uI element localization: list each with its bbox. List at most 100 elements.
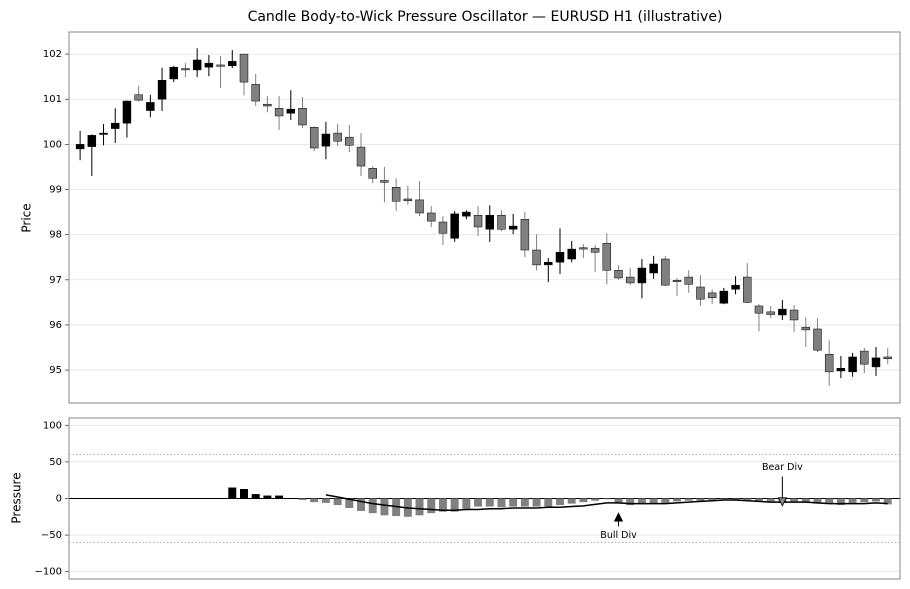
annotation-arrow-head: [777, 497, 788, 507]
pressure-bar: [602, 498, 611, 500]
candle-body: [216, 64, 225, 67]
pressure-bar: [637, 498, 646, 505]
annotation-label: Bull Div: [600, 530, 637, 541]
pressure-bar: [766, 498, 775, 503]
candle-body: [731, 284, 740, 290]
pressure-bar: [228, 487, 237, 499]
y-tick-label: 96: [49, 320, 62, 331]
candle-body: [345, 136, 354, 146]
candle-body: [590, 247, 600, 253]
candle-body: [579, 247, 588, 250]
pressure-bar: [684, 498, 693, 501]
y-tick-label: −50: [41, 530, 62, 541]
pressure-bar: [310, 498, 319, 503]
candle-body: [438, 221, 448, 234]
annotation-arrow-head: [613, 512, 624, 522]
candle-body: [368, 168, 377, 179]
pressure-bar: [848, 498, 857, 503]
candle-body: [403, 198, 413, 202]
y-tick-label: 0: [56, 494, 62, 505]
candle-body: [836, 367, 846, 372]
candle-body: [625, 276, 635, 284]
candle-body: [824, 354, 834, 373]
candle-body: [520, 219, 530, 251]
candle-body: [485, 214, 494, 230]
candle-body: [239, 53, 249, 83]
pressure-bar: [719, 498, 728, 500]
y-tick-label: 98: [49, 230, 62, 241]
candle-body: [778, 308, 787, 316]
candle-body: [555, 252, 565, 263]
candle-body: [848, 356, 857, 373]
candle-body: [415, 199, 424, 214]
pressure-bar: [239, 488, 248, 499]
candle-body: [169, 66, 178, 80]
candle-body: [309, 126, 319, 149]
candle-body: [391, 187, 401, 202]
candle-body: [134, 94, 143, 101]
signal-line: [325, 494, 888, 511]
candle-body: [286, 108, 296, 114]
y-tick-label: 100: [43, 420, 62, 431]
candle-body: [497, 214, 506, 230]
pressure-bar: [556, 498, 564, 506]
pressure-bar: [298, 498, 307, 500]
pressure-bar: [754, 498, 763, 502]
candle-body: [228, 61, 237, 67]
pressure-bar: [883, 498, 892, 505]
candle-body: [321, 133, 331, 147]
candle-body: [684, 276, 693, 285]
candle-body: [696, 286, 705, 300]
pressure-bar: [251, 494, 260, 499]
pressure-bar: [860, 498, 869, 503]
candle-body: [649, 263, 658, 274]
candle-body: [544, 261, 553, 266]
candle-body: [192, 59, 202, 71]
candle-body: [251, 84, 260, 102]
pressure-bar: [743, 498, 752, 500]
pressure-bar: [462, 498, 471, 509]
candle-body: [263, 103, 272, 107]
candle-body: [743, 276, 752, 303]
candle-body: [99, 132, 108, 135]
candle-body: [462, 211, 471, 217]
pressure-bar: [825, 498, 834, 503]
y-tick-label: 100: [43, 139, 62, 150]
candle-body: [567, 248, 576, 260]
y-tick-label: 99: [49, 185, 62, 196]
pressure-bar: [485, 498, 494, 507]
candle-body: [380, 180, 389, 183]
candle-body: [707, 292, 717, 299]
pressure-bar: [275, 495, 284, 499]
pressure-bar: [614, 498, 623, 504]
pressure-bar: [474, 498, 483, 507]
pressure-bar: [380, 498, 389, 516]
y-axis-title: Price: [20, 203, 34, 232]
pressure-bar: [450, 498, 459, 512]
candle-body: [333, 132, 342, 142]
candle-body: [87, 135, 97, 147]
candle-body: [356, 146, 366, 167]
pressure-bar: [427, 498, 436, 514]
candle-body: [801, 326, 811, 331]
plot-frame: [68, 417, 901, 580]
candle-body: [204, 62, 214, 68]
pressure-bar: [790, 498, 799, 502]
pressure-bar: [497, 498, 506, 508]
y-tick-label: 50: [49, 457, 62, 468]
candle-body: [661, 258, 670, 286]
annotation-label: Bear Div: [762, 462, 803, 473]
candle-body: [871, 357, 881, 368]
candle-body: [111, 122, 120, 129]
candle-body: [473, 214, 483, 228]
pressure-bar: [579, 498, 588, 503]
candle-body: [427, 212, 436, 222]
candle-body: [789, 309, 799, 321]
y-tick-label: −100: [35, 567, 62, 578]
candle-body: [813, 328, 822, 351]
candle-body: [181, 68, 190, 71]
pressure-bar: [567, 498, 576, 504]
y-tick-label: 95: [49, 365, 62, 376]
pressure-bar: [509, 498, 518, 507]
